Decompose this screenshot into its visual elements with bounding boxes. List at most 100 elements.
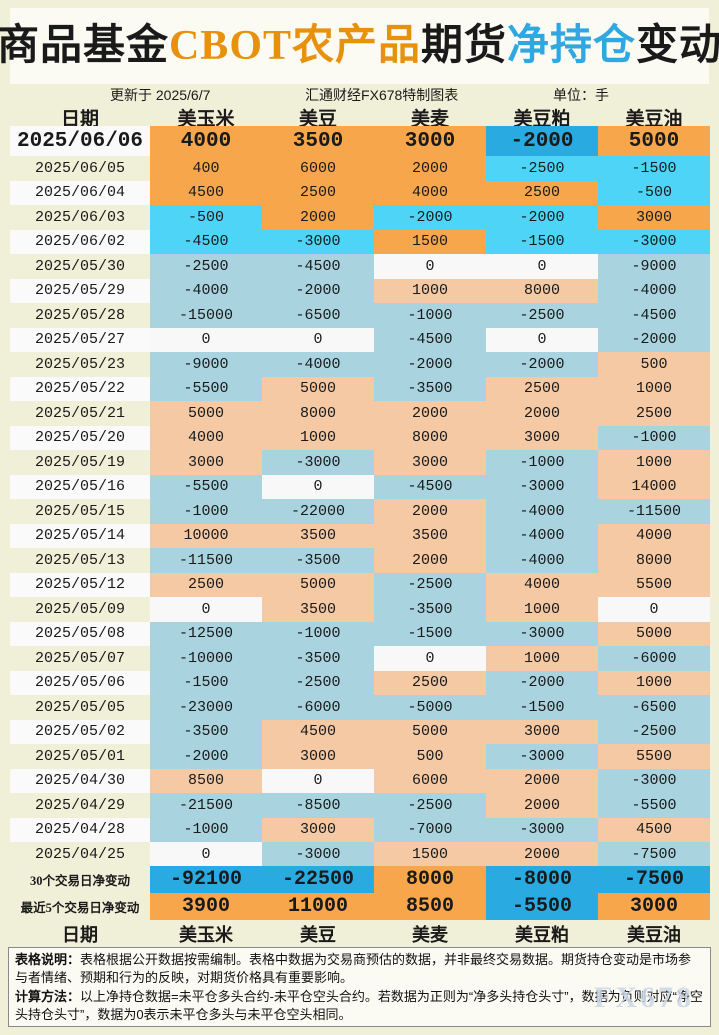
table-row: 2025/04/28 -1000 3000 -7000 -3000 4500 [10,817,710,842]
value-cell: 1000 [486,646,598,671]
value-cell: 2000 [486,768,598,793]
date-cell: 2025/05/16 [10,474,150,499]
table-row: 2025/05/06 -1500 -2500 2500 -2000 1000 [10,670,710,695]
value-cell: -5000 [374,695,486,720]
value-cell: 1500 [374,842,486,867]
value-cell: -22000 [262,499,374,524]
value-cell: -4000 [486,548,598,573]
value-cell: -2000 [486,670,598,695]
value-cell: -4500 [150,229,262,254]
table-row: 2025/05/02 -3500 4500 5000 3000 -2500 [10,719,710,744]
summary-value-cell: 11000 [262,893,374,920]
value-cell: -1000 [150,817,262,842]
value-cell: 4500 [150,180,262,205]
date-cell: 2025/05/09 [10,597,150,622]
value-cell: 0 [150,327,262,352]
column-header-1: 美玉米 [177,109,235,130]
value-cell: -500 [598,180,710,205]
value-cell: 5000 [598,621,710,646]
value-cell: -2500 [374,572,486,597]
date-cell: 2025/05/08 [10,621,150,646]
summary-value-cell: 8500 [374,893,486,920]
value-cell: -1500 [486,695,598,720]
column-footer-1: 美玉米 [179,924,233,945]
source-label: 汇通财经FX678特制图表 [305,87,459,103]
date-cell: 2025/05/20 [10,425,150,450]
value-cell: -3000 [262,229,374,254]
value-cell: 2000 [374,548,486,573]
table-row: 2025/04/29 -21500 -8500 -2500 2000 -5500 [10,793,710,818]
value-cell: 2500 [486,376,598,401]
value-cell: -6000 [598,646,710,671]
value-cell: -1000 [486,450,598,475]
date-cell: 2025/05/27 [10,327,150,352]
value-cell: 0 [374,254,486,279]
value-cell: -3000 [262,450,374,475]
value-cell: -1500 [598,156,710,181]
value-cell: -4000 [150,278,262,303]
date-cell: 2025/06/04 [10,180,150,205]
summary-value-cell: 8000 [374,866,486,893]
column-header-3: 美麦 [410,109,449,130]
value-cell: -3500 [262,548,374,573]
value-cell: 2000 [374,156,486,181]
value-cell: 4000 [150,126,262,156]
value-cell: 10000 [150,523,262,548]
value-cell: -15000 [150,303,262,328]
value-cell: -7500 [598,842,710,867]
date-cell: 2025/06/05 [10,156,150,181]
value-cell: 5500 [598,744,710,769]
value-cell: 2500 [262,180,374,205]
value-cell: -2500 [262,670,374,695]
value-cell: -1500 [150,670,262,695]
summary-label: 30个交易日净变动 [10,866,150,893]
value-cell: -3000 [598,229,710,254]
value-cell: -12500 [150,621,262,646]
column-footer-5: 美豆油 [627,924,681,945]
table-row: 2025/06/02 -4500 -3000 1500 -1500 -3000 [10,229,710,254]
date-cell: 2025/05/12 [10,572,150,597]
value-cell: 14000 [598,474,710,499]
date-cell: 2025/05/22 [10,376,150,401]
value-cell: -1000 [374,303,486,328]
value-cell: 1000 [598,376,710,401]
value-cell: -6500 [598,695,710,720]
value-cell: -3500 [150,719,262,744]
value-cell: -21500 [150,793,262,818]
value-cell: -2000 [598,327,710,352]
table-row: 2025/05/05 -23000 -6000 -5000 -1500 -6500 [10,695,710,720]
value-cell: -2000 [486,126,598,156]
value-cell: -2500 [598,719,710,744]
value-cell: 0 [150,842,262,867]
date-cell: 2025/05/01 [10,744,150,769]
value-cell: 400 [150,156,262,181]
fx678-watermark: FX678 [594,981,694,1015]
table-row: 2025/05/08 -12500 -1000 -1500 -3000 5000 [10,621,710,646]
value-cell: -5500 [598,793,710,818]
value-cell: 4000 [486,572,598,597]
value-cell: -23000 [150,695,262,720]
unit-label: 单位：手 [552,87,609,103]
value-cell: -3500 [374,597,486,622]
value-cell: 1500 [374,229,486,254]
date-cell: 2025/05/07 [10,646,150,671]
table-row: 2025/04/25 0 -3000 1500 2000 -7500 [10,842,710,867]
summary-value-cell: -5500 [486,893,598,920]
date-cell: 2025/04/25 [10,842,150,867]
value-cell: 0 [486,254,598,279]
column-footer-4: 美豆粕 [515,924,569,945]
value-cell: -3500 [262,646,374,671]
value-cell: 500 [598,352,710,377]
value-cell: 0 [262,474,374,499]
table-row: 2025/06/06 4000 3500 3000 -2000 5000 [10,126,710,156]
value-cell: 2000 [374,499,486,524]
value-cell: -4500 [598,303,710,328]
summary-value-cell: 3000 [598,893,710,920]
value-cell: 1000 [374,278,486,303]
title-segment: 变动 [636,23,719,69]
value-cell: -9000 [150,352,262,377]
date-cell: 2025/05/23 [10,352,150,377]
title-segment: CBOT农产品 [168,23,421,69]
value-cell: 4000 [374,180,486,205]
value-cell: 3000 [262,744,374,769]
